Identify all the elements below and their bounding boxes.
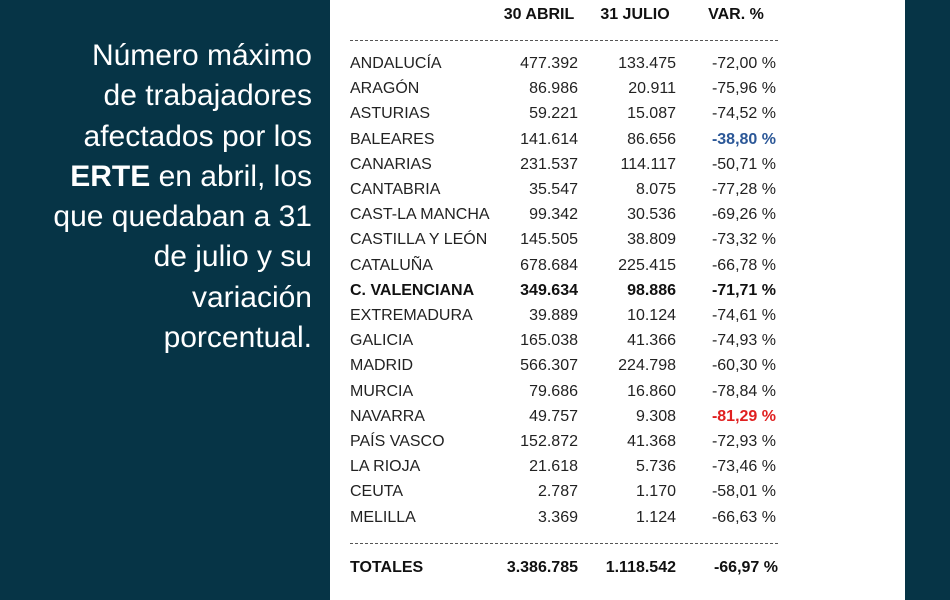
table-cell: -81,29 % <box>711 407 776 425</box>
table-cell: -69,26 % <box>711 206 776 224</box>
region-name: CANARIAS <box>350 155 432 173</box>
table-cell: 1.124 <box>635 508 676 526</box>
table-cell: 30.536 <box>627 206 676 224</box>
region-name: MURCIA <box>350 382 414 400</box>
table-cell: -66,78 % <box>711 256 776 274</box>
table-cell: 86.986 <box>529 80 578 98</box>
table-cell: 3.369 <box>537 508 578 526</box>
region-name: MELILLA <box>350 508 416 526</box>
heading-line: ERTE en abril, los <box>0 157 312 197</box>
table-cell: -74,93 % <box>711 332 776 350</box>
table-cell: 2.787 <box>537 483 578 501</box>
region-name: MADRID <box>350 357 414 375</box>
totals-cell: 3.386.785 <box>506 559 578 576</box>
region-name: ARAGÓN <box>350 80 420 98</box>
table-cell: 114.117 <box>620 155 676 173</box>
table-cell: -77,28 % <box>711 181 776 198</box>
region-name: CEUTA <box>350 483 404 501</box>
region-name: C. VALENCIANA <box>350 281 475 299</box>
table-cell: 79.686 <box>529 382 578 400</box>
table-cell: -50,71 % <box>711 155 776 173</box>
heading: Número máximo de trabajadores afectados po… <box>0 36 312 358</box>
column-header: 31 JULIO <box>600 6 670 23</box>
table-cell: 41.366 <box>627 332 676 350</box>
table-cell: 20.911 <box>628 80 676 98</box>
table-cell: 39.889 <box>529 307 578 324</box>
heading-line: que quedaban a 31 <box>53 200 312 234</box>
table-cell: 145.505 <box>520 231 578 249</box>
table-cell: 99.342 <box>529 206 578 224</box>
table-cell: 15.087 <box>627 105 676 123</box>
heading-bold: ERTE <box>70 159 151 193</box>
table-cell: -71,71 % <box>711 281 776 299</box>
table-cell: 566.307 <box>520 357 578 375</box>
table-cell: 224.798 <box>618 357 676 375</box>
table-cell: 21.618 <box>529 458 578 476</box>
divider <box>350 543 778 544</box>
table-cell: -75,96 % <box>711 80 776 98</box>
table-cell: 152.872 <box>520 433 578 450</box>
heading-line: de julio y su <box>153 240 312 274</box>
table-cell: -72,93 % <box>711 433 776 450</box>
region-name: LA RIOJA <box>350 458 421 476</box>
region-name: ASTURIAS <box>350 105 431 123</box>
table-cell: -78,84 % <box>711 382 776 400</box>
table-cell: 86.656 <box>627 130 676 148</box>
table-cell: 8.075 <box>635 181 676 198</box>
table-cell: 98.886 <box>627 281 676 299</box>
table-cell: -72,00 % <box>711 55 776 72</box>
table-cell: 16.860 <box>627 382 676 400</box>
region-name: ANDALUCÍA <box>350 55 442 72</box>
table-cell: -58,01 % <box>711 483 776 501</box>
column-header: VAR. % <box>708 6 764 23</box>
region-name: EXTREMADURA <box>350 307 473 324</box>
table-cell: 225.415 <box>618 256 676 274</box>
table-cell: -73,46 % <box>711 458 776 476</box>
table-cell: 49.757 <box>529 407 578 425</box>
table-cell: -66,63 % <box>711 508 776 526</box>
column-header: 30 ABRIL <box>503 6 575 23</box>
table-cell: -38,80 % <box>711 130 776 148</box>
table-cell: 133.475 <box>618 55 676 72</box>
region-name: CASTILLA Y LEÓN <box>350 231 488 249</box>
table-cell: -74,61 % <box>711 307 776 324</box>
region-name: CANTABRIA <box>350 181 441 198</box>
table-cell: 231.537 <box>520 155 578 173</box>
table-cell: 349.634 <box>520 281 578 299</box>
heading-text: en abril, los <box>150 159 312 193</box>
heading-line: variación <box>191 280 312 314</box>
region-name: NAVARRA <box>350 407 425 425</box>
heading-line: afectados por los <box>83 119 312 153</box>
table-cell: 9.308 <box>635 407 676 425</box>
table-cell: 59.221 <box>529 105 578 123</box>
table-cell: 10.124 <box>627 307 676 324</box>
region-name: PAÍS VASCO <box>350 433 445 450</box>
divider <box>350 40 778 41</box>
region-name: BALEARES <box>350 130 435 148</box>
table-cell: -74,52 % <box>711 105 776 123</box>
table-cell: -73,32 % <box>711 231 776 249</box>
totals-cell: 1.118.542 <box>605 559 676 576</box>
heading-line: Número máximo <box>91 39 312 72</box>
table-cell: 678.684 <box>520 256 578 274</box>
table-cell: 141.614 <box>520 130 578 148</box>
table-cell: 41.368 <box>627 433 676 450</box>
totals-cell: -66,97 % <box>713 559 778 576</box>
heading-line: de trabajadores <box>103 79 312 113</box>
table-cell: 5.736 <box>635 458 676 476</box>
table-cell: 1.170 <box>635 483 676 501</box>
heading-line: porcentual. <box>163 321 312 355</box>
table-cell: 165.038 <box>520 332 578 350</box>
totals-label: TOTALES <box>350 559 424 576</box>
table-cell: -60,30 % <box>711 357 776 375</box>
region-name: CATALUÑA <box>350 256 433 274</box>
table-cell: 477.392 <box>520 55 578 72</box>
table-panel: 30 ABRIL 31 JULIO VAR. % ANDALUCÍA 477.392 13… <box>330 0 905 600</box>
region-name: CAST-LA MANCHA <box>350 206 490 224</box>
table-cell: 35.547 <box>529 181 578 198</box>
table-cell: 38.809 <box>627 231 676 249</box>
region-name: GALICIA <box>350 332 414 350</box>
